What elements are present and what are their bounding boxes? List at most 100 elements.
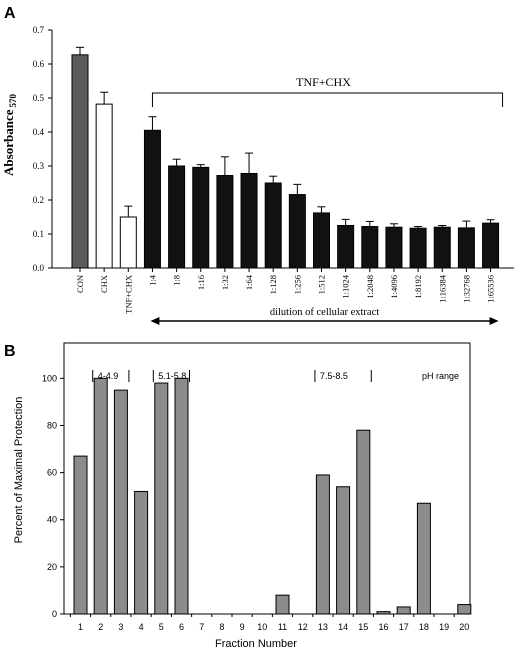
panel-b-category-label: 18 xyxy=(419,622,429,632)
panel-b-category-label: 11 xyxy=(278,622,287,632)
panel-b-ph-range-label: 5.1-5.8 xyxy=(158,371,186,381)
panel-b-category-label: 5 xyxy=(159,622,164,632)
panel-a-bar xyxy=(409,227,427,269)
panel-a-bar xyxy=(168,165,186,269)
panel-a-chart: 0.0 0.1 0.2 0.3 0.4 0.5 0.6 0.7 CON CHX TNF+CHX 1:4… xyxy=(33,25,514,325)
panel-a-bar xyxy=(313,212,330,269)
panel-a-category-label: 1:512 xyxy=(317,275,327,294)
panel-a-category-label: 1:2048 xyxy=(365,275,375,299)
panel-a-y-tick-label: 0.5 xyxy=(33,93,45,103)
panel-a-category-label: 1:32 xyxy=(220,275,230,290)
panel-a-category-label: 1:256 xyxy=(292,275,302,294)
panel-a-category-label: CON xyxy=(75,275,85,293)
panel-b-category-label: 14 xyxy=(338,622,348,632)
panel-b-category-label: 17 xyxy=(399,622,409,632)
panel-a-bar xyxy=(216,175,234,269)
panel-a-ylabel-text: Absorbance xyxy=(1,109,16,176)
panel-b-bar xyxy=(376,611,391,615)
panel-b-bar xyxy=(336,486,351,615)
panel-a-bar xyxy=(288,194,306,269)
panel-a-bar xyxy=(71,54,89,269)
panel-b-bar xyxy=(416,502,431,615)
panel-a-bar xyxy=(337,225,355,269)
panel-a-arrow-label: dilution of cellular extract xyxy=(270,307,379,318)
panel-a-category-label: 1:4096 xyxy=(389,275,399,299)
panel-a-arrow-left-head xyxy=(150,317,160,325)
panel-b-bar xyxy=(174,377,189,615)
panel-b-ph-range-label: 4-4.9 xyxy=(98,371,119,381)
panel-b-category-label: 10 xyxy=(257,622,267,632)
panel-b-y-tick-label: 60 xyxy=(47,468,57,478)
panel-a-y-tick-label: 0.1 xyxy=(33,229,44,239)
panel-a-y-tick-label: 0.0 xyxy=(33,263,45,273)
panel-a-bar xyxy=(361,226,379,269)
panel-a-bracket xyxy=(151,92,504,107)
panel-a-bar xyxy=(457,227,475,269)
panel-b-y-tick-label: 100 xyxy=(42,373,57,383)
panel-b-bar xyxy=(73,455,88,615)
panel-b-bar xyxy=(396,606,411,615)
panel-a-arrow-right-head xyxy=(489,317,499,325)
panel-a-bar xyxy=(192,166,210,269)
panel-a-y-tick-label: 0.3 xyxy=(33,161,45,171)
panel-a-bar xyxy=(433,226,451,269)
panel-b-category-label: 6 xyxy=(179,622,184,632)
panel-a-y-tick-label: 0.6 xyxy=(33,59,45,69)
panel-b-bar xyxy=(275,594,290,615)
panel-b-category-label: 2 xyxy=(98,622,103,632)
panel-a-category-label: 1:64 xyxy=(244,274,254,290)
panel-b-y-tick-label: 40 xyxy=(47,515,57,525)
panel-b-bar xyxy=(113,389,128,615)
panel-b-bar xyxy=(134,490,149,615)
panel-b-frame xyxy=(63,342,471,615)
panel-b-ylabel: Percent of Maximal Protection xyxy=(13,397,25,544)
panel-b-category-label: 19 xyxy=(439,622,449,632)
panel-a-bar xyxy=(264,182,282,269)
panel-a-label: A xyxy=(4,5,16,22)
panel-a-y-tick-label: 0.2 xyxy=(33,195,44,205)
panel-a-bar xyxy=(240,172,258,269)
panel-b-ph-legend: pH range xyxy=(422,371,459,381)
panel-b-category-label: 9 xyxy=(240,622,245,632)
panel-b-category-label: 20 xyxy=(459,622,469,632)
panel-a-bar xyxy=(385,226,403,269)
panel-a-ylabel-subscript: 570 xyxy=(8,94,18,108)
panel-a-y-tick-label: 0.7 xyxy=(33,25,45,35)
panel-a-y-tick-label: 0.4 xyxy=(33,127,45,137)
panel-a-category-label: 1:128 xyxy=(268,275,278,294)
panel-b-y-tick-label: 80 xyxy=(47,420,57,430)
panel-a-category-label: 1:8 xyxy=(172,275,182,286)
panel-a-bar xyxy=(482,222,500,269)
panel-b-y-tick-label: 0 xyxy=(52,609,57,619)
panel-b-category-label: 7 xyxy=(199,622,204,632)
panel-b-label: B xyxy=(4,343,16,360)
panel-b-y-tick-label: 20 xyxy=(47,562,57,572)
panel-a-bar xyxy=(119,216,137,269)
panel-b-category-label: 12 xyxy=(298,622,308,632)
panel-b-category-label: 1 xyxy=(78,622,83,632)
panel-b-bar xyxy=(356,429,371,615)
svg-text:Absorbance570: Absorbance570 xyxy=(1,94,18,176)
panel-b-ph-range-label: 7.5-8.5 xyxy=(320,371,348,381)
panel-a-category-label: 1:16384 xyxy=(437,274,447,303)
panel-b-bar xyxy=(93,377,108,615)
panel-a-bar xyxy=(95,103,113,269)
panel-a-category-label: CHX xyxy=(99,275,109,293)
panel-b-bar xyxy=(315,474,330,615)
panel-a-category-label: 1:16 xyxy=(196,275,206,290)
panel-b-bar xyxy=(154,382,169,615)
panel-a-category-label: 1:65536 xyxy=(486,275,496,303)
panel-b-xlabel: Fraction Number xyxy=(215,638,297,650)
panel-b-bar xyxy=(457,604,472,615)
panel-a-category-label: 1:1024 xyxy=(341,274,351,298)
panel-b-category-label: 16 xyxy=(378,622,388,632)
panel-a-ylabel: Absorbance570 xyxy=(1,94,18,176)
panel-b-category-label: 15 xyxy=(358,622,368,632)
panel-a-category-label: 1:32768 xyxy=(461,275,471,303)
panel-b-category-label: 13 xyxy=(318,622,328,632)
panel-a-bar xyxy=(143,129,161,269)
panel-b-category-label: 8 xyxy=(219,622,224,632)
panel-a-bracket-label: TNF+CHX xyxy=(296,75,351,89)
